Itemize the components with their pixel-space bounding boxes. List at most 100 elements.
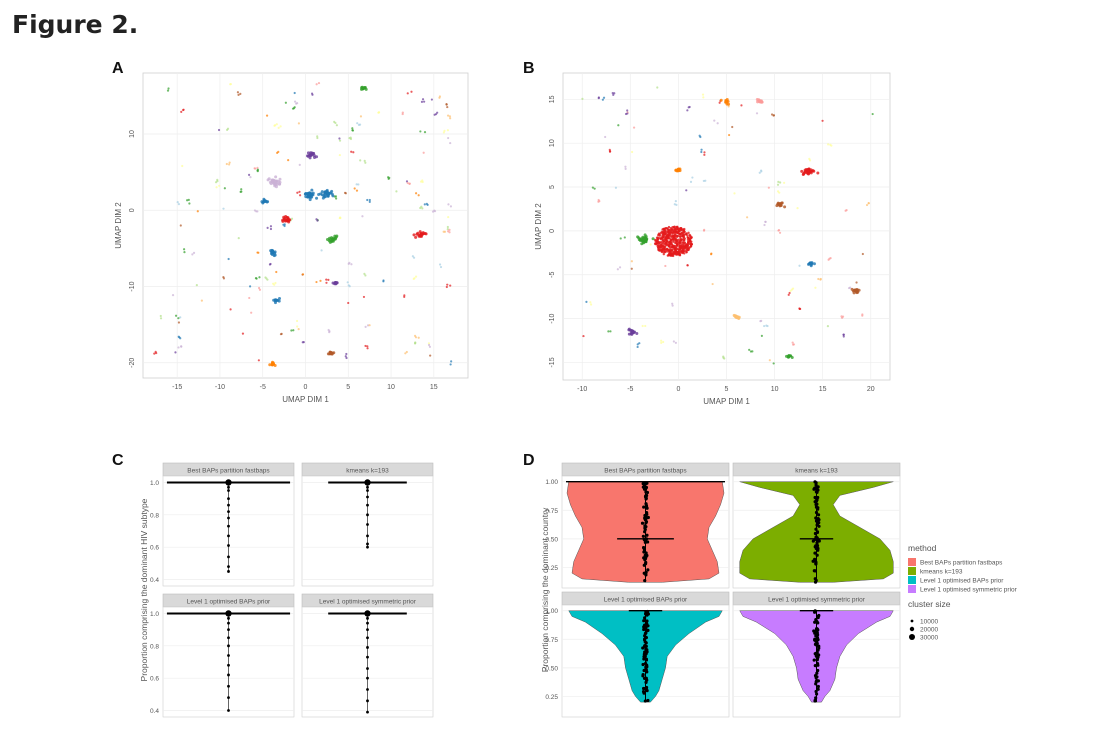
umap-point — [657, 246, 660, 250]
y-tick-label-b: 15 — [549, 95, 556, 103]
data-point — [814, 639, 818, 643]
umap-point — [216, 180, 219, 183]
umap-point — [656, 240, 660, 243]
umap-point — [450, 360, 453, 363]
data-point — [643, 526, 647, 530]
umap-point — [344, 355, 347, 358]
umap-point — [176, 201, 179, 204]
umap-point — [612, 93, 615, 97]
umap-point — [626, 112, 629, 115]
umap-point — [447, 203, 450, 206]
data-point — [812, 487, 816, 491]
umap-point — [638, 342, 641, 345]
legend-title-size: cluster size — [908, 599, 951, 609]
umap-point — [719, 98, 723, 102]
umap-point — [299, 194, 302, 197]
umap-point — [683, 241, 686, 244]
data-point — [227, 534, 230, 538]
umap-point — [641, 324, 644, 328]
umap-point — [345, 352, 348, 356]
data-point — [366, 513, 369, 517]
y-tick-label-d: 0.75 — [545, 637, 558, 644]
umap-point — [812, 262, 816, 266]
umap-point — [290, 329, 293, 332]
umap-point — [364, 344, 367, 348]
umap-point — [446, 105, 449, 109]
data-point — [816, 687, 820, 691]
y-tick-label-d: 0.25 — [545, 565, 558, 572]
umap-point — [644, 240, 648, 244]
umap-point — [282, 215, 286, 219]
umap-point — [274, 281, 277, 285]
data-point — [817, 644, 821, 648]
umap-point — [651, 237, 655, 241]
umap-point — [360, 85, 364, 89]
umap-point — [179, 224, 182, 227]
data-point — [227, 489, 230, 492]
x-tick-label-b: 0 — [676, 386, 680, 393]
umap-point — [616, 268, 619, 271]
umap-point — [429, 354, 432, 357]
umap-point — [675, 225, 678, 229]
umap-point — [187, 198, 190, 201]
umap-point — [733, 192, 736, 195]
umap-point — [430, 98, 433, 101]
umap-point — [328, 236, 332, 240]
x-axis-label-b: UMAP DIM 1 — [703, 397, 750, 406]
data-point — [644, 570, 648, 575]
umap-point — [764, 220, 767, 223]
data-point — [227, 516, 230, 520]
umap-point — [673, 247, 677, 250]
umap-point — [582, 334, 585, 338]
umap-point — [277, 126, 280, 129]
x-tick-label-b: 10 — [771, 386, 779, 393]
umap-point — [180, 345, 183, 348]
umap-point — [417, 194, 420, 197]
umap-point — [447, 215, 450, 219]
umap-point — [855, 281, 858, 284]
umap-point — [321, 196, 325, 200]
umap-point — [182, 248, 186, 251]
umap-point — [678, 234, 682, 238]
umap-point — [355, 183, 358, 186]
data-point — [366, 628, 369, 632]
umap-point — [320, 193, 324, 197]
umap-point — [826, 325, 830, 328]
umap-point — [349, 137, 353, 141]
legend-label-size: 20000 — [920, 627, 938, 634]
umap-point — [865, 203, 869, 207]
x-tick-label-a: 10 — [387, 384, 395, 391]
umap-point — [642, 241, 646, 245]
umap-point — [366, 347, 369, 350]
umap-point — [359, 159, 362, 162]
umap-point — [226, 128, 229, 131]
umap-point — [847, 286, 851, 290]
umap-point — [270, 250, 274, 254]
umap-point — [661, 235, 665, 239]
umap-point — [591, 186, 594, 189]
facet-label: Best BAPs partition fastbaps — [187, 468, 270, 475]
umap-point — [182, 108, 185, 112]
data-point — [227, 570, 230, 573]
umap-cluster — [719, 97, 731, 106]
umap-point — [415, 232, 419, 236]
umap-point — [338, 153, 341, 157]
umap-point — [334, 235, 338, 239]
umap-point — [449, 141, 452, 145]
data-point — [816, 513, 821, 517]
umap-point — [703, 151, 706, 154]
umap-point — [778, 231, 782, 234]
umap-point — [166, 89, 170, 92]
umap-point — [330, 189, 334, 193]
umap-cluster — [674, 167, 682, 173]
umap-point — [675, 203, 678, 207]
umap-point — [660, 341, 663, 344]
umap-point — [861, 314, 864, 317]
data-point — [646, 628, 650, 632]
data-point — [366, 489, 369, 492]
data-point — [641, 482, 645, 486]
umap-point — [661, 231, 664, 235]
umap-point — [589, 303, 593, 306]
umap-point — [177, 321, 181, 324]
umap-point — [280, 332, 283, 335]
